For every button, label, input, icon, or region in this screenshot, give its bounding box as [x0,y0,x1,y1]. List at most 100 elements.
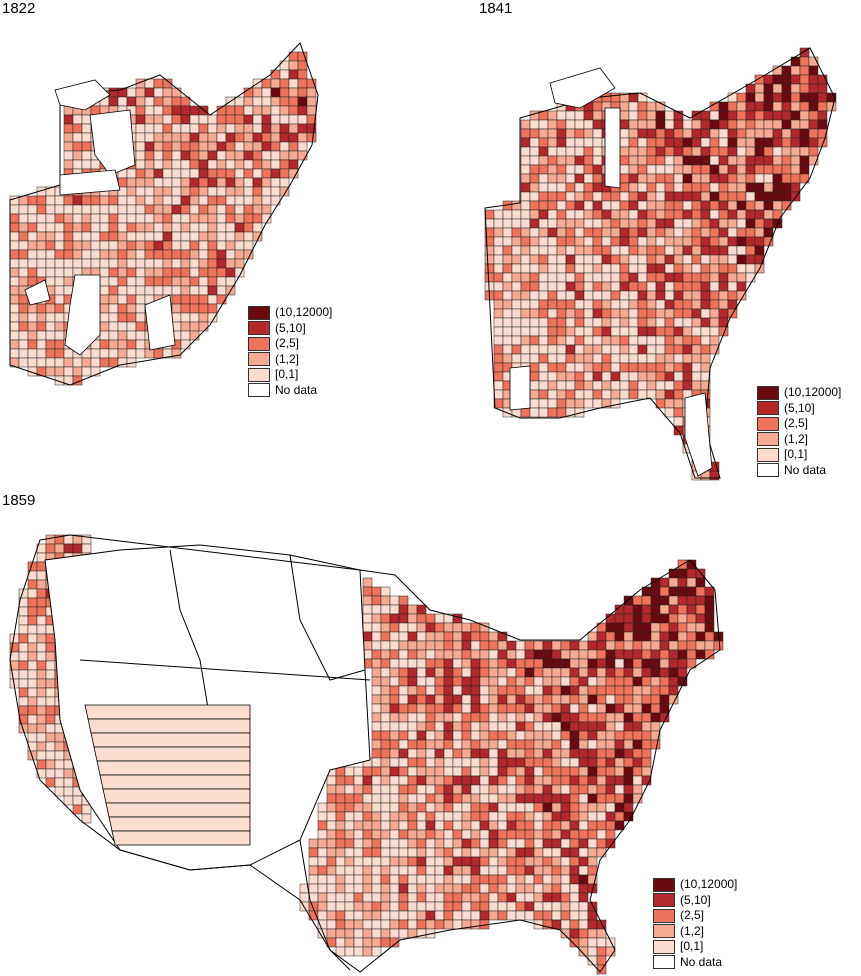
county-cell [493,353,504,364]
county-cell [234,96,245,107]
county-cell [344,811,355,822]
county-cell [614,694,625,705]
county-cell [587,739,598,750]
county-cell [763,74,774,85]
county-cell [592,308,603,319]
county-cell [605,775,616,786]
county-cell [592,362,603,373]
county-cell [542,793,553,804]
county-cell [614,658,625,669]
county-cell [252,186,263,197]
county-cell [45,732,56,743]
county-cell [54,366,65,377]
county-cell [587,865,598,876]
county-cell [565,191,576,202]
county-cell [686,640,697,651]
county-cell [799,83,810,94]
county-cell [135,132,146,143]
county-cell [619,119,630,130]
county-cell [583,398,594,409]
county-cell [506,694,517,705]
county-cell [371,730,382,741]
county-cell [189,222,200,233]
county-cell [569,784,580,795]
county-cell [407,793,418,804]
territory-stripe [105,802,251,818]
county-cell [614,802,625,813]
county-cell [461,640,472,651]
county-cell [416,622,427,633]
county-cell [533,694,544,705]
county-cell [637,254,648,265]
legend-label: (1,2] [680,923,705,938]
county-cell [686,613,697,624]
county-cell [416,901,427,912]
county-cell [344,802,355,813]
county-cell [198,177,209,188]
county-cell [443,685,454,696]
county-cell [502,353,513,364]
county-cell [398,721,409,732]
county-cell [637,128,648,139]
county-cell [529,119,540,130]
county-cell [297,105,308,116]
county-cell [605,685,616,696]
county-cell [556,245,567,256]
county-cell [583,308,594,319]
county-cell [637,335,648,346]
county-cell [198,276,209,287]
county-cell [556,218,567,229]
county-cell [398,685,409,696]
county-cell [99,195,110,206]
county-cell [524,694,535,705]
county-cell [556,308,567,319]
county-cell [407,865,418,876]
county-cell [162,195,173,206]
county-cell [664,272,675,283]
county-cell [81,195,92,206]
county-cell [682,137,693,148]
county-cell [506,748,517,759]
county-cell [117,204,128,215]
county-cell [596,694,607,705]
county-cell [641,685,652,696]
county-cell [416,640,427,651]
county-cell [745,128,756,139]
county-cell [524,667,535,678]
county-cell [529,353,540,364]
county-cell [189,141,200,152]
county-cell [344,856,355,867]
county-cell [574,398,585,409]
county-cell [614,784,625,795]
county-cell [306,87,317,98]
county-cell [27,357,38,368]
county-cell [524,757,535,768]
county-cell [36,660,47,671]
county-cell [243,141,254,152]
county-cell [691,281,702,292]
county-cell [434,847,445,858]
county-cell [700,317,711,328]
county-cell [497,865,508,876]
county-cell [126,186,137,197]
county-cell [398,874,409,885]
county-cell [493,236,504,247]
county-cell [506,640,517,651]
county-cell [416,721,427,732]
county-cell [72,804,83,815]
county-cell [511,317,522,328]
county-cell [655,335,666,346]
county-cell [506,901,517,912]
county-cell [556,128,567,139]
county-cell [398,847,409,858]
county-cell [691,380,702,391]
county-cell [655,362,666,373]
county-cell [45,687,56,698]
county-cell [425,838,436,849]
county-cell [36,348,47,359]
county-cell [515,667,526,678]
county-cell [497,676,508,687]
county-cell [27,714,38,725]
county-cell [389,883,400,894]
county-cell [288,123,299,134]
